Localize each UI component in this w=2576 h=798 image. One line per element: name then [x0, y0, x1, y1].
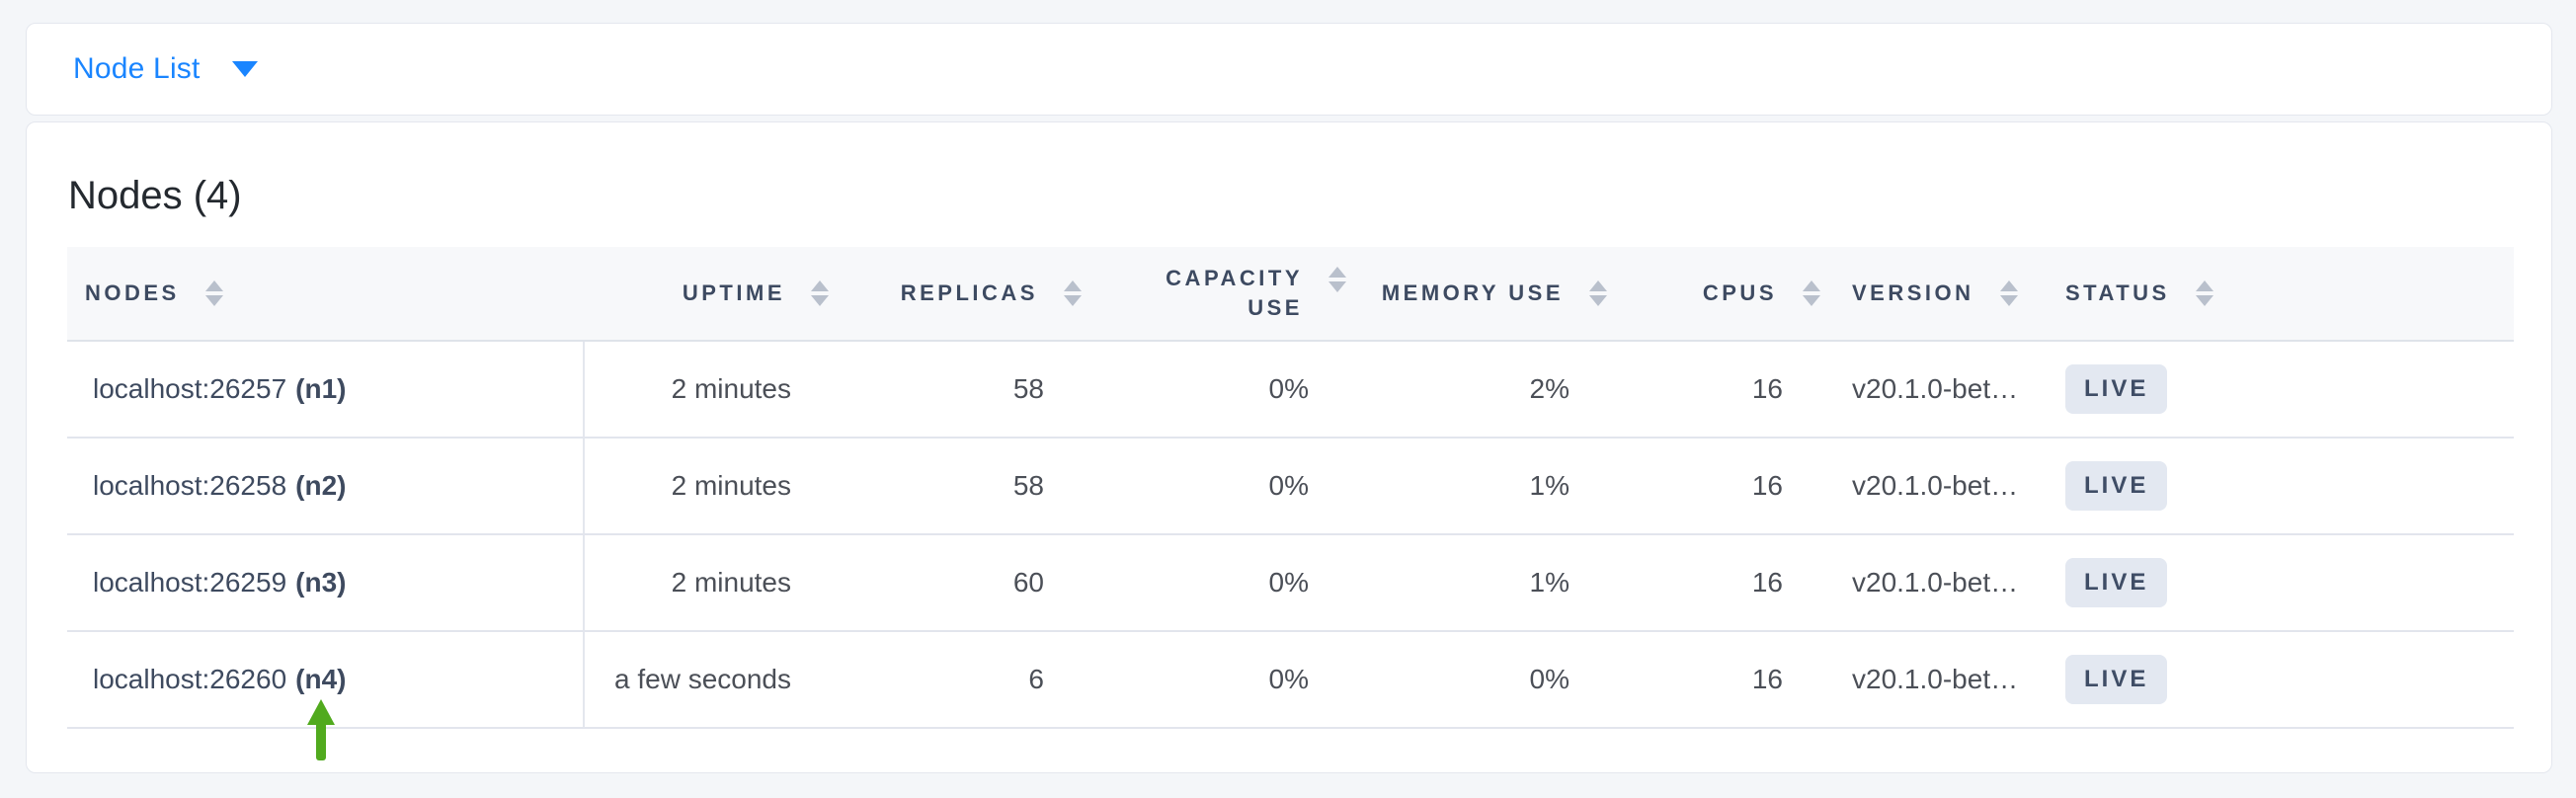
cell-replicas: 60	[1012, 567, 1044, 598]
cell-uptime: 2 minutes	[671, 373, 791, 404]
column-header-nodes[interactable]: NODES	[67, 247, 585, 340]
column-header-label: NODES	[85, 280, 180, 305]
cell-memory-use: 1%	[1529, 470, 1570, 501]
annotation-arrow-up	[307, 699, 335, 760]
sort-icon	[1803, 280, 1820, 306]
column-header-label: CAPACITY USE	[1166, 266, 1303, 320]
column-header-capacity-use[interactable]: CAPACITY USE	[1087, 247, 1352, 340]
cell-replicas: 58	[1012, 373, 1044, 404]
node-address: localhost:26260	[93, 664, 287, 694]
column-header-label: STATUS	[2065, 280, 2170, 305]
sort-icon	[1064, 280, 1082, 306]
cell-capacity-use: 0%	[1268, 373, 1309, 404]
status-badge-live: LIVE	[2065, 364, 2168, 414]
column-header-memory-use[interactable]: MEMORY USE	[1352, 247, 1613, 340]
column-header-status[interactable]: STATUS	[2048, 247, 2514, 340]
table-row: localhost:26260 (n4) a few seconds 6 0% …	[67, 632, 2514, 729]
cell-memory-use: 1%	[1529, 567, 1570, 598]
cell-node-address: localhost:26259 (n3)	[67, 535, 585, 630]
column-header-label: REPLICAS	[900, 280, 1038, 305]
node-address: localhost:26258	[93, 470, 287, 501]
nodes-table: NODES UPTIME REPLICAS CAPACITY USE MEMOR…	[67, 247, 2514, 729]
cell-status: LIVE	[2048, 439, 2514, 533]
arrow-shaft	[316, 725, 326, 760]
cell-node-address: localhost:26260 (n4)	[67, 632, 585, 727]
sort-icon	[204, 280, 223, 306]
sort-icon	[1999, 280, 2018, 306]
table-header-row: NODES UPTIME REPLICAS CAPACITY USE MEMOR…	[67, 247, 2514, 342]
column-header-label: VERSION	[1852, 280, 1974, 305]
cell-version: v20.1.0-bet…	[1852, 567, 2019, 598]
cell-uptime: a few seconds	[614, 664, 791, 694]
cell-uptime: 2 minutes	[671, 567, 791, 598]
cell-version: v20.1.0-bet…	[1852, 664, 2019, 694]
cell-node-address: localhost:26257 (n1)	[67, 342, 585, 437]
node-id: (n1)	[295, 373, 347, 404]
sort-icon	[811, 280, 829, 306]
sort-icon	[1589, 280, 1607, 306]
cell-cpus: 16	[1751, 567, 1783, 598]
table-body: localhost:26257 (n1) 2 minutes 58 0% 2% …	[67, 342, 2514, 729]
arrow-head	[307, 699, 335, 725]
status-badge-live: LIVE	[2065, 655, 2168, 704]
node-address: localhost:26257	[93, 373, 287, 404]
cell-capacity-use: 0%	[1268, 567, 1309, 598]
view-selector-bar: Node List	[26, 23, 2552, 116]
cell-memory-use: 2%	[1529, 373, 1570, 404]
cell-cpus: 16	[1751, 470, 1783, 501]
column-header-replicas[interactable]: REPLICAS	[835, 247, 1087, 340]
table-row: localhost:26258 (n2) 2 minutes 58 0% 1% …	[67, 439, 2514, 535]
column-header-label: UPTIME	[682, 280, 785, 305]
column-header-label: MEMORY USE	[1381, 280, 1564, 305]
node-address: localhost:26259	[93, 567, 287, 598]
node-id: (n3)	[295, 567, 347, 598]
cell-memory-use: 0%	[1529, 664, 1570, 694]
cell-replicas: 6	[1028, 664, 1044, 694]
cell-status: LIVE	[2048, 535, 2514, 630]
cell-version: v20.1.0-bet…	[1852, 470, 2019, 501]
sort-icon	[1328, 267, 1346, 292]
column-header-version[interactable]: VERSION	[1826, 247, 2048, 340]
page-title: Nodes (4)	[68, 174, 242, 217]
cell-replicas: 58	[1012, 470, 1044, 501]
cell-uptime: 2 minutes	[671, 470, 791, 501]
column-header-cpus[interactable]: CPUS	[1613, 247, 1826, 340]
status-badge-live: LIVE	[2065, 558, 2168, 607]
node-id: (n4)	[295, 664, 347, 694]
table-row: localhost:26257 (n1) 2 minutes 58 0% 2% …	[67, 342, 2514, 439]
cell-capacity-use: 0%	[1268, 470, 1309, 501]
view-selector-dropdown[interactable]: Node List	[73, 52, 201, 85]
column-header-uptime[interactable]: UPTIME	[585, 247, 835, 340]
cell-cpus: 16	[1751, 664, 1783, 694]
nodes-panel: Nodes (4) NODES UPTIME REPLICAS CAPACITY…	[26, 121, 2552, 773]
cell-status: LIVE	[2048, 632, 2514, 727]
cell-node-address: localhost:26258 (n2)	[67, 439, 585, 533]
cell-cpus: 16	[1751, 373, 1783, 404]
node-id: (n2)	[295, 470, 347, 501]
status-badge-live: LIVE	[2065, 461, 2168, 511]
table-row: localhost:26259 (n3) 2 minutes 60 0% 1% …	[67, 535, 2514, 632]
column-header-label: CPUS	[1702, 280, 1777, 305]
chevron-down-icon[interactable]	[231, 61, 258, 77]
cell-version: v20.1.0-bet…	[1852, 373, 2019, 404]
cell-capacity-use: 0%	[1268, 664, 1309, 694]
cell-status: LIVE	[2048, 342, 2514, 437]
sort-icon	[2195, 280, 2214, 306]
